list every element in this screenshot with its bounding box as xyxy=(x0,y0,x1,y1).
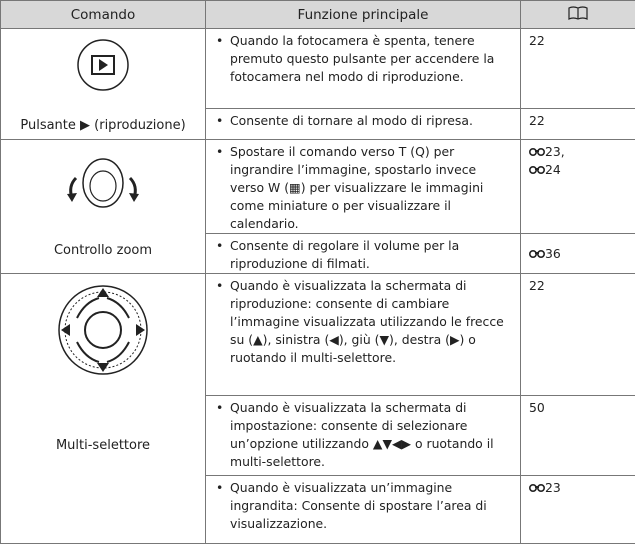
header-book xyxy=(521,1,635,29)
page-ref: 22 xyxy=(529,278,545,293)
header-function: Funzione principale xyxy=(206,1,521,29)
item-cell: •Quando è visualizzata la schermata di i… xyxy=(206,396,521,476)
control-cell: Controllo zoom xyxy=(1,140,206,274)
control-cell: Multi-selettore xyxy=(1,274,206,544)
multi-selector-icon xyxy=(55,282,151,378)
appendix-icon xyxy=(529,249,545,258)
item-cell: •Spostare il comando verso T (Q) per ing… xyxy=(206,140,521,234)
header-row: Comando Funzione principale xyxy=(1,1,635,29)
row: Pulsante ▶ (riproduzione) •Quando la fot… xyxy=(1,29,635,109)
appendix-icon xyxy=(529,147,545,156)
page-ref: 50 xyxy=(529,400,545,415)
item-cell: •Quando la fotocamera è spenta, tenere p… xyxy=(206,29,521,109)
control-label: Pulsante ▶ (riproduzione) xyxy=(20,118,185,133)
item-cell: •Quando è visualizzata un’immagine ingra… xyxy=(206,476,521,544)
item-text: Consente di tornare al modo di ripresa. xyxy=(230,112,473,130)
page-cell: 22 xyxy=(521,109,635,140)
item-text: Spostare il comando verso T (Q) per ingr… xyxy=(230,143,512,233)
control-label: Controllo zoom xyxy=(54,243,152,258)
book-icon xyxy=(568,6,588,20)
appendix-icon xyxy=(529,483,545,492)
page-cell: 23 xyxy=(521,476,635,544)
item-cell: •Quando è visualizzata la schermata di r… xyxy=(206,274,521,396)
header-command: Comando xyxy=(1,1,206,29)
item-text: Quando è visualizzata la schermata di im… xyxy=(230,399,512,471)
item-text: Quando è visualizzata la schermata di ri… xyxy=(230,277,512,367)
page-ref: 23, xyxy=(545,144,565,159)
appendix-icon xyxy=(529,165,545,174)
page-ref: 24 xyxy=(545,162,561,177)
play-button-icon xyxy=(75,37,131,93)
control-label: Multi-selettore xyxy=(56,438,150,453)
page-cell: 23, 24 xyxy=(521,140,635,234)
page-cell: 50 xyxy=(521,396,635,476)
page-ref: 22 xyxy=(529,33,545,48)
row: Controllo zoom •Spostare il comando vers… xyxy=(1,140,635,234)
control-cell: Pulsante ▶ (riproduzione) xyxy=(1,29,206,140)
page-ref: 22 xyxy=(529,113,545,128)
item-cell: •Consente di regolare il volume per la r… xyxy=(206,234,521,274)
item-text: Quando la fotocamera è spenta, tenere pr… xyxy=(230,32,512,86)
item-text: Quando è visualizzata un’immagine ingran… xyxy=(230,479,512,533)
page-cell: 36 xyxy=(521,234,635,274)
page-ref: 36 xyxy=(545,246,561,261)
page-cell: 22 xyxy=(521,274,635,396)
item-cell: •Consente di tornare al modo di ripresa. xyxy=(206,109,521,140)
row: Multi-selettore •Quando è visualizzata l… xyxy=(1,274,635,396)
item-text: Consente di regolare il volume per la ri… xyxy=(230,237,512,273)
page-cell: 22 xyxy=(521,29,635,109)
zoom-lever-icon xyxy=(48,148,158,228)
page-ref: 23 xyxy=(545,480,561,495)
